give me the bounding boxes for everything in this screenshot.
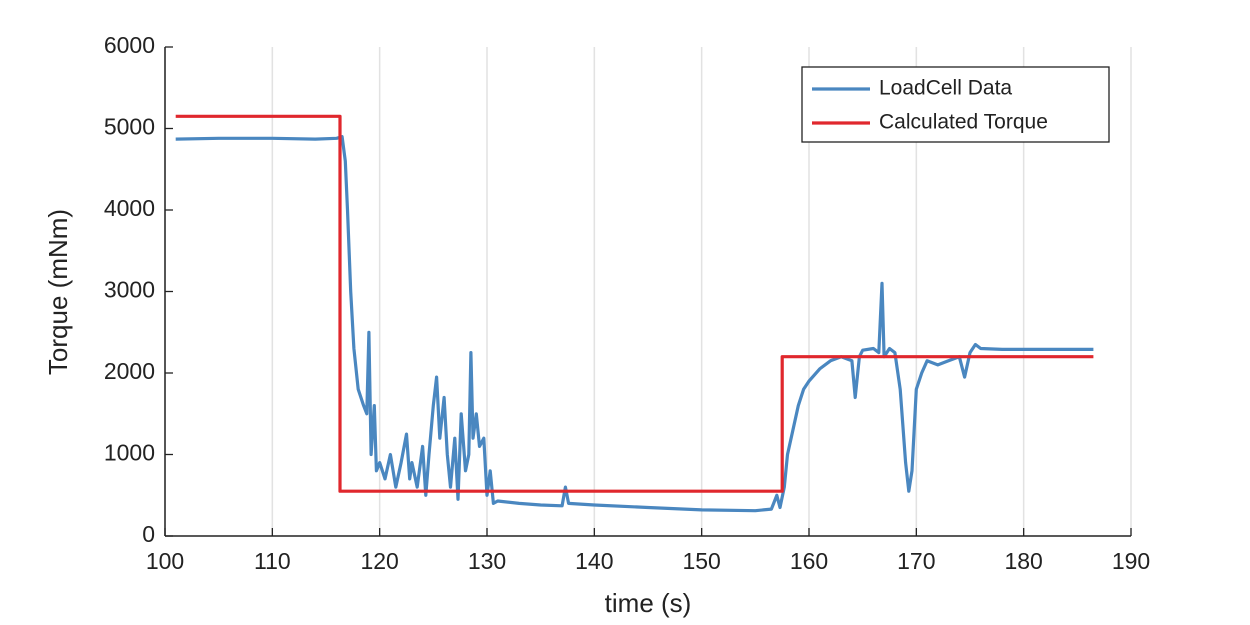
legend-box <box>801 66 1110 143</box>
y-tick-label: 6000 <box>104 32 155 58</box>
x-tick-label: 190 <box>1112 548 1150 574</box>
x-tick-label: 180 <box>1004 548 1042 574</box>
x-tick-label: 100 <box>146 548 184 574</box>
y-tick-label: 1000 <box>104 440 155 466</box>
x-tick-label: 170 <box>897 548 935 574</box>
y-axis-label: Torque (mNm) <box>43 209 73 375</box>
data-line <box>175 135 1094 513</box>
legend-label: LoadCell Data <box>879 77 1012 100</box>
x-tick-label: 160 <box>790 548 828 574</box>
y-tick-label: 0 <box>142 521 155 547</box>
y-tick-label: 2000 <box>104 358 155 384</box>
legend-label: Calculated Torque <box>879 111 1048 134</box>
x-tick-label: 120 <box>360 548 398 574</box>
x-tick-label: 140 <box>575 548 613 574</box>
y-tick-label: 4000 <box>104 195 155 221</box>
x-tick-label: 150 <box>682 548 720 574</box>
y-tick-label: 5000 <box>104 114 155 140</box>
x-tick-label: 130 <box>468 548 506 574</box>
data-line <box>175 114 1094 493</box>
y-tick-label: 3000 <box>104 277 155 303</box>
legend: LoadCell Data Calculated Torque <box>801 66 1110 143</box>
x-axis-label: time (s) <box>605 588 692 618</box>
x-tick-label: 110 <box>254 548 291 574</box>
